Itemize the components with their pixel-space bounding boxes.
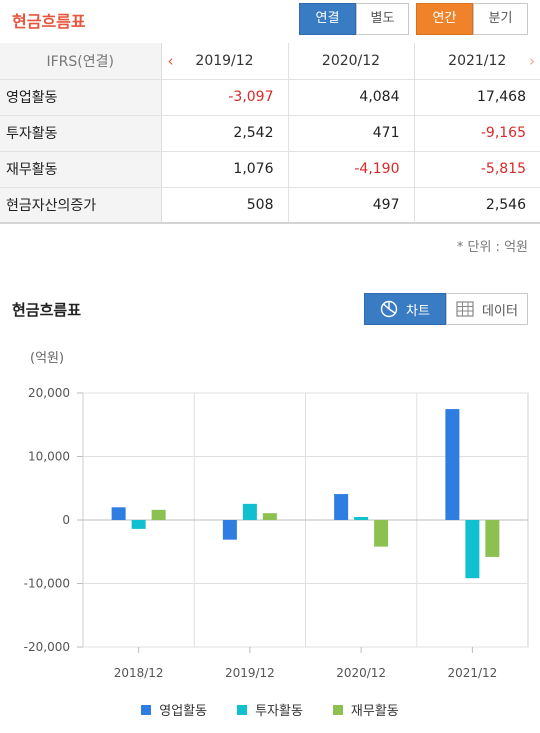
table-cell: -4,190 <box>287 151 414 188</box>
y-tick-label: -10,000 <box>24 577 70 591</box>
table-cell: 508 <box>160 187 288 224</box>
bar-투자활동-2019/12 <box>242 503 257 520</box>
unit-note: * 단위 : 억원 <box>456 240 528 255</box>
legend-item[interactable]: 재무활동 <box>332 700 399 719</box>
chart-view-label: 차트 <box>406 303 430 319</box>
y-tick-label: 20,000 <box>28 386 70 400</box>
table-cell: -5,815 <box>413 151 540 188</box>
row-label: 영업활동 <box>0 79 162 116</box>
y-axis-unit: (억원) <box>30 351 65 366</box>
legend-swatch <box>141 704 152 715</box>
pie-chart-icon <box>380 300 398 318</box>
table-row: 재무활동 1,076 -4,190 -5,815 <box>0 151 540 188</box>
header: 현금흐름표 연결 별도 연간 분기 <box>0 0 540 43</box>
x-tick-label: 2019/12 <box>225 666 275 680</box>
table-cell: 497 <box>287 187 414 224</box>
x-tick-label: 2021/12 <box>447 666 497 680</box>
page-title: 현금흐름표 <box>12 12 86 31</box>
legend-swatch <box>332 704 343 715</box>
bar-재무활동-2020/12 <box>374 520 389 547</box>
y-tick-label: 10,000 <box>28 450 70 464</box>
bar-영업활동-2019/12 <box>222 520 237 540</box>
y-tick-label: -20,000 <box>24 640 70 654</box>
tab-separate[interactable]: 별도 <box>356 3 409 35</box>
table-row: 투자활동 2,542 471 -9,165 <box>0 115 540 152</box>
table-header-row: IFRS(연결) ‹ 2019/12 2020/12 2021/12 › <box>0 43 540 80</box>
legend-item[interactable]: 투자활동 <box>237 700 303 719</box>
bar-재무활동-2019/12 <box>262 513 277 520</box>
chevron-left-icon[interactable]: ‹ <box>167 52 174 70</box>
x-tick-label: 2018/12 <box>114 666 164 680</box>
legend-label: 투자활동 <box>255 704 303 719</box>
chart-view-button[interactable]: 차트 <box>364 293 446 325</box>
column-header: ‹ 2019/12 <box>160 43 288 80</box>
data-view-button[interactable]: 데이터 <box>446 293 528 325</box>
bar-영업활동-2020/12 <box>334 494 349 520</box>
column-header: 2020/12 <box>287 43 414 80</box>
bar-영업활동-2018/12 <box>111 507 126 520</box>
tab-consolidated[interactable]: 연결 <box>299 3 356 35</box>
cashflow-table: IFRS(연결) ‹ 2019/12 2020/12 2021/12 › 영업활… <box>0 43 540 224</box>
table-head-label: IFRS(연결) <box>0 43 162 80</box>
legend-swatch <box>237 704 248 715</box>
bar-재무활동-2021/12 <box>485 520 500 557</box>
table-row: 영업활동 -3,097 4,084 17,468 <box>0 79 540 116</box>
bar-투자활동-2020/12 <box>354 517 369 520</box>
y-tick-label: 0 <box>62 513 70 527</box>
bar-투자활동-2018/12 <box>131 520 146 529</box>
table-cell: 2,546 <box>413 187 540 224</box>
table-cell: -9,165 <box>413 115 540 152</box>
legend-label: 재무활동 <box>350 704 399 719</box>
row-label: 재무활동 <box>0 151 162 188</box>
bar-투자활동-2021/12 <box>465 520 480 579</box>
chevron-right-icon[interactable]: › <box>529 52 535 70</box>
legend-item[interactable]: 영업활동 <box>141 700 207 719</box>
row-label: 투자활동 <box>0 115 162 152</box>
table-cell: 1,076 <box>160 151 288 188</box>
cashflow-bar-chart: 20,000 10,000 0 -10,000 -20,000 2018/12 2019/1… <box>24 386 529 680</box>
bar-재무활동-2018/12 <box>151 509 166 520</box>
x-tick-label: 2020/12 <box>336 666 386 680</box>
table-cell: 4,084 <box>287 79 414 116</box>
tab-annual[interactable]: 연간 <box>416 3 473 35</box>
tab-quarterly[interactable]: 분기 <box>473 3 528 35</box>
column-header: 2021/12 › <box>413 43 540 80</box>
chart-legend: 영업활동 투자활동 재무활동 <box>0 700 540 719</box>
table-icon <box>456 301 474 317</box>
row-label: 현금자산의증가 <box>0 187 162 224</box>
legend-label: 영업활동 <box>159 704 208 719</box>
chart-section-title: 현금흐름표 <box>12 301 82 319</box>
bar-영업활동-2021/12 <box>445 409 460 520</box>
table-cell: 471 <box>287 115 414 152</box>
table-cell: -3,097 <box>160 79 288 116</box>
table-row: 현금자산의증가 508 497 2,546 <box>0 187 540 224</box>
table-cell: 2,542 <box>160 115 288 152</box>
data-view-label: 데이터 <box>482 303 518 319</box>
table-cell: 17,468 <box>413 79 540 116</box>
